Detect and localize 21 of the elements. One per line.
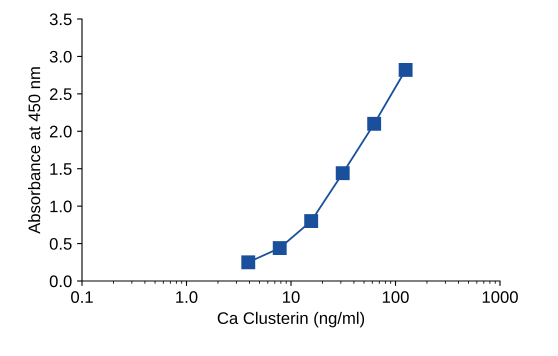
- y-tick-label: 0.5: [50, 238, 72, 250]
- point: [398, 62, 413, 77]
- x-tick-label: 1000: [482, 291, 518, 303]
- x-tick-label: 10: [283, 291, 300, 303]
- point: [272, 241, 287, 256]
- point: [241, 255, 256, 270]
- y-tick-label: 2.5: [50, 88, 72, 100]
- point: [336, 166, 350, 180]
- x-tick-label: 100: [382, 291, 409, 303]
- y-tick-label: 1.5: [50, 163, 72, 175]
- x-tick-label: 0.1: [71, 291, 93, 303]
- y-tick-label: 1.0: [50, 200, 72, 212]
- x-axis-title: Ca Clusterin (ng/ml): [218, 312, 364, 328]
- point: [304, 214, 318, 228]
- y-tick-label: 3.0: [50, 50, 72, 63]
- y-axis-title: Absorbance at 450 nm: [28, 67, 40, 234]
- y-tick-label: 0.0: [50, 275, 72, 288]
- y-tick-label: 3.5: [50, 13, 72, 26]
- point: [367, 116, 382, 131]
- y-tick-label: 2.0: [50, 126, 72, 138]
- x-tick-label: 1.0: [176, 291, 198, 303]
